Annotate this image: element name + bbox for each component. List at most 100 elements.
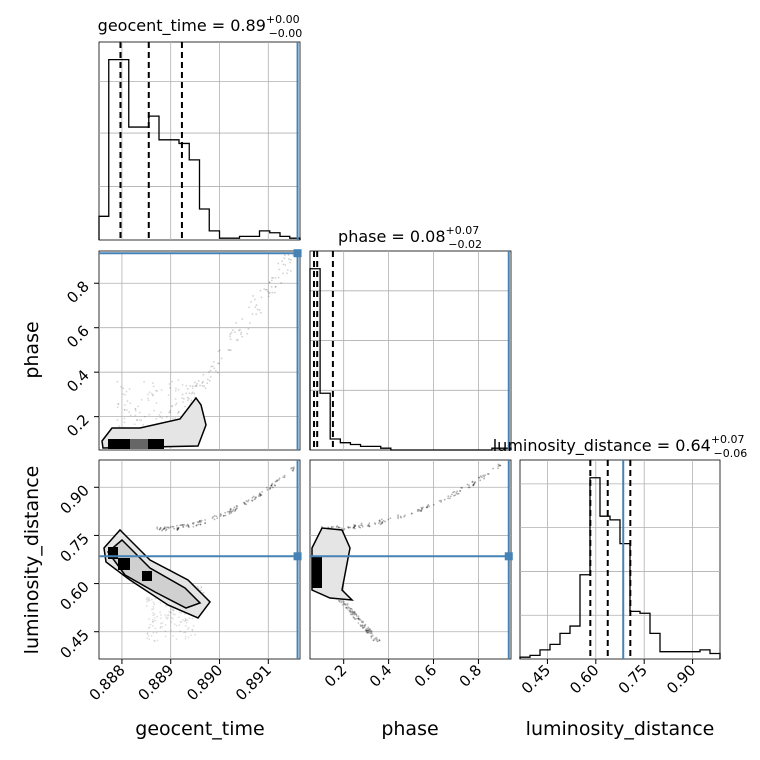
sample-point xyxy=(230,331,233,334)
sample-point xyxy=(172,613,175,615)
sample-point xyxy=(472,484,475,486)
sample-point xyxy=(425,506,428,509)
sample-point xyxy=(276,479,279,482)
sample-point xyxy=(484,474,486,477)
sample-point xyxy=(351,611,354,613)
sample-point xyxy=(191,629,194,632)
panel-phase-vs-geocent_time xyxy=(98,250,301,451)
sample-point xyxy=(219,513,222,515)
sample-point xyxy=(376,638,379,641)
sample-point xyxy=(347,527,350,529)
sample-point xyxy=(380,522,383,525)
sample-point xyxy=(152,385,155,388)
sample-point xyxy=(235,505,238,507)
density-cell xyxy=(312,556,322,588)
sample-point xyxy=(365,627,368,630)
sample-point xyxy=(177,379,180,381)
sample-point xyxy=(233,510,236,513)
sample-point xyxy=(219,515,222,517)
sample-point xyxy=(254,306,257,309)
x-tick-label: 0.45 xyxy=(518,661,554,697)
sample-point xyxy=(172,635,174,637)
sample-point xyxy=(212,361,215,363)
sample-point xyxy=(270,279,273,282)
truth-lines xyxy=(99,42,625,659)
sample-point xyxy=(354,613,357,615)
sample-point xyxy=(117,403,120,406)
sample-point xyxy=(343,603,346,605)
sample-point xyxy=(213,514,216,517)
sample-point xyxy=(479,479,482,482)
sample-point xyxy=(361,626,364,629)
sample-point xyxy=(418,509,421,512)
ylabel-phase: phase xyxy=(21,321,43,378)
sample-point xyxy=(172,609,175,612)
sample-point xyxy=(361,524,363,527)
sample-point xyxy=(145,598,148,600)
sample-point xyxy=(497,465,500,468)
sample-point xyxy=(182,401,184,403)
sample-point xyxy=(275,480,278,483)
sample-point xyxy=(177,616,180,619)
sample-point xyxy=(351,613,354,616)
truth-marker xyxy=(293,249,302,258)
sample-point xyxy=(151,620,154,623)
sample-point xyxy=(177,526,180,529)
sample-point xyxy=(274,286,277,288)
sample-point xyxy=(134,414,137,417)
sample-point xyxy=(268,292,270,295)
sample-point xyxy=(289,270,292,272)
sample-point xyxy=(224,514,227,517)
sample-point xyxy=(200,589,202,592)
sample-point xyxy=(203,385,205,387)
sample-point xyxy=(498,464,501,467)
sample-point xyxy=(116,380,119,383)
sample-point xyxy=(128,388,131,390)
grid-lines xyxy=(99,42,720,659)
sample-point xyxy=(258,493,261,496)
sample-point xyxy=(253,498,256,501)
sample-point xyxy=(195,385,198,388)
sample-point xyxy=(204,387,207,390)
x-tick-label: 0.889 xyxy=(134,661,177,704)
sample-point xyxy=(478,477,481,479)
sample-point xyxy=(357,618,360,621)
y-tick-label: 0.2 xyxy=(63,411,93,441)
sample-point xyxy=(271,482,274,485)
sample-point xyxy=(170,621,173,623)
sample-point xyxy=(266,288,268,291)
sample-point xyxy=(276,479,278,482)
sample-point xyxy=(397,514,399,517)
sample-point xyxy=(267,295,270,298)
sample-point xyxy=(172,417,174,420)
sample-point xyxy=(467,486,470,489)
sample-point xyxy=(459,490,461,492)
sample-point xyxy=(367,629,369,632)
sample-point xyxy=(358,524,360,527)
sample-point xyxy=(146,637,149,639)
sample-point xyxy=(345,603,347,606)
sample-point xyxy=(187,636,190,639)
sample-point xyxy=(270,484,273,487)
sample-point xyxy=(168,527,170,529)
sample-point xyxy=(145,605,148,607)
sample-point xyxy=(193,381,196,384)
density-cell xyxy=(118,558,130,570)
sample-point xyxy=(361,621,364,624)
sample-point xyxy=(152,620,154,623)
y-tick-label: 0.60 xyxy=(56,578,92,614)
sample-point xyxy=(421,507,424,510)
sample-point xyxy=(151,393,154,396)
sample-point xyxy=(211,517,214,519)
x-tick-label: 0.891 xyxy=(232,661,275,704)
sample-point xyxy=(365,631,368,634)
sample-point xyxy=(191,392,193,395)
sample-point xyxy=(148,626,151,629)
sample-point xyxy=(133,423,136,426)
sample-point xyxy=(180,621,183,624)
sample-point xyxy=(128,411,131,414)
sample-point xyxy=(184,635,187,638)
sample-point xyxy=(351,613,353,616)
sample-point xyxy=(370,635,373,638)
sample-point xyxy=(380,518,383,521)
